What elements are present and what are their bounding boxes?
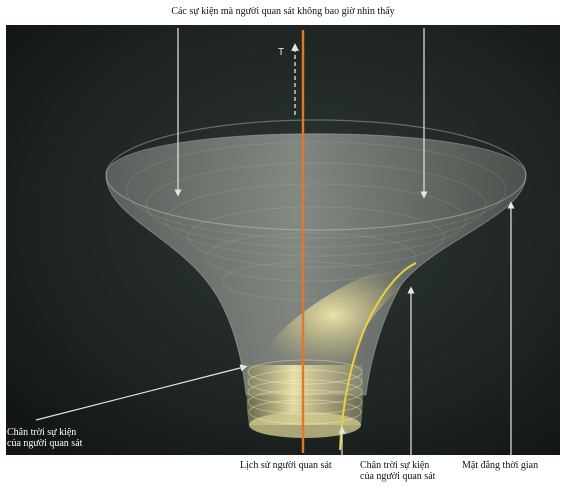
funnel-throat: [246, 260, 416, 438]
caption-left-line-2: của người quan sát: [7, 438, 83, 449]
caption-hypersurface: Mặt đẳng thời gian: [462, 460, 539, 471]
caption-left-horizon: Chân trời sự kiện của người quan sát: [7, 427, 82, 449]
arrow-left-horizon: [35, 364, 248, 421]
time-axis-label: T: [278, 47, 284, 58]
caption-bottom-horizon-line-1: Chân trời sự kiện: [360, 460, 430, 471]
caption-left-line-1: Chân trời sự kiện: [7, 427, 77, 438]
caption-observer-worldline: Lịch sử người quan sát: [240, 460, 332, 471]
funnel-illustration: T: [6, 25, 560, 455]
observer-horizon-curve: [339, 262, 417, 451]
caption-bottom-horizon-line-2: của người quan sát: [360, 471, 436, 482]
caption-unseen-events: Các sự kiện mà người quan sát không bao …: [171, 6, 395, 17]
caption-bottom-horizon: Chân trời sự kiện của người quan sát: [360, 460, 435, 482]
